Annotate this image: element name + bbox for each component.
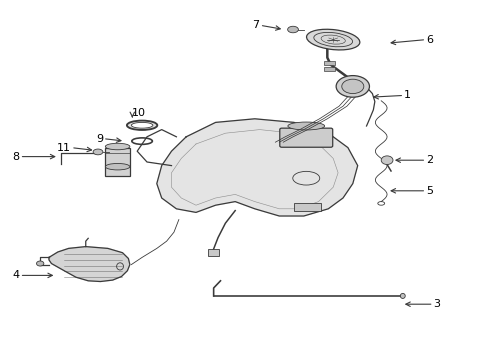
Text: 6: 6	[426, 35, 433, 45]
Text: 7: 7	[252, 20, 260, 30]
Bar	[294, 203, 321, 211]
Text: 9: 9	[96, 134, 103, 144]
Ellipse shape	[400, 293, 405, 298]
Bar	[105, 148, 130, 176]
Ellipse shape	[336, 76, 369, 97]
Polygon shape	[49, 247, 130, 282]
Ellipse shape	[105, 163, 130, 170]
Ellipse shape	[307, 29, 360, 50]
Ellipse shape	[127, 121, 157, 130]
Bar	[324, 67, 335, 71]
Text: 4: 4	[12, 270, 20, 280]
Ellipse shape	[131, 122, 153, 128]
Text: 1: 1	[404, 90, 411, 100]
Text: 11: 11	[57, 143, 71, 153]
Polygon shape	[157, 119, 358, 216]
Text: 5: 5	[426, 186, 433, 196]
Text: 3: 3	[434, 299, 441, 309]
Bar	[208, 249, 219, 256]
Ellipse shape	[342, 79, 364, 94]
Ellipse shape	[381, 156, 393, 165]
Ellipse shape	[93, 149, 103, 155]
Bar	[324, 61, 335, 65]
Text: 10: 10	[132, 108, 147, 118]
Ellipse shape	[288, 122, 325, 130]
FancyBboxPatch shape	[280, 128, 333, 147]
Ellipse shape	[37, 261, 44, 266]
Text: 8: 8	[12, 152, 20, 162]
Ellipse shape	[105, 143, 130, 150]
Ellipse shape	[288, 26, 298, 33]
Text: 2: 2	[426, 155, 434, 165]
